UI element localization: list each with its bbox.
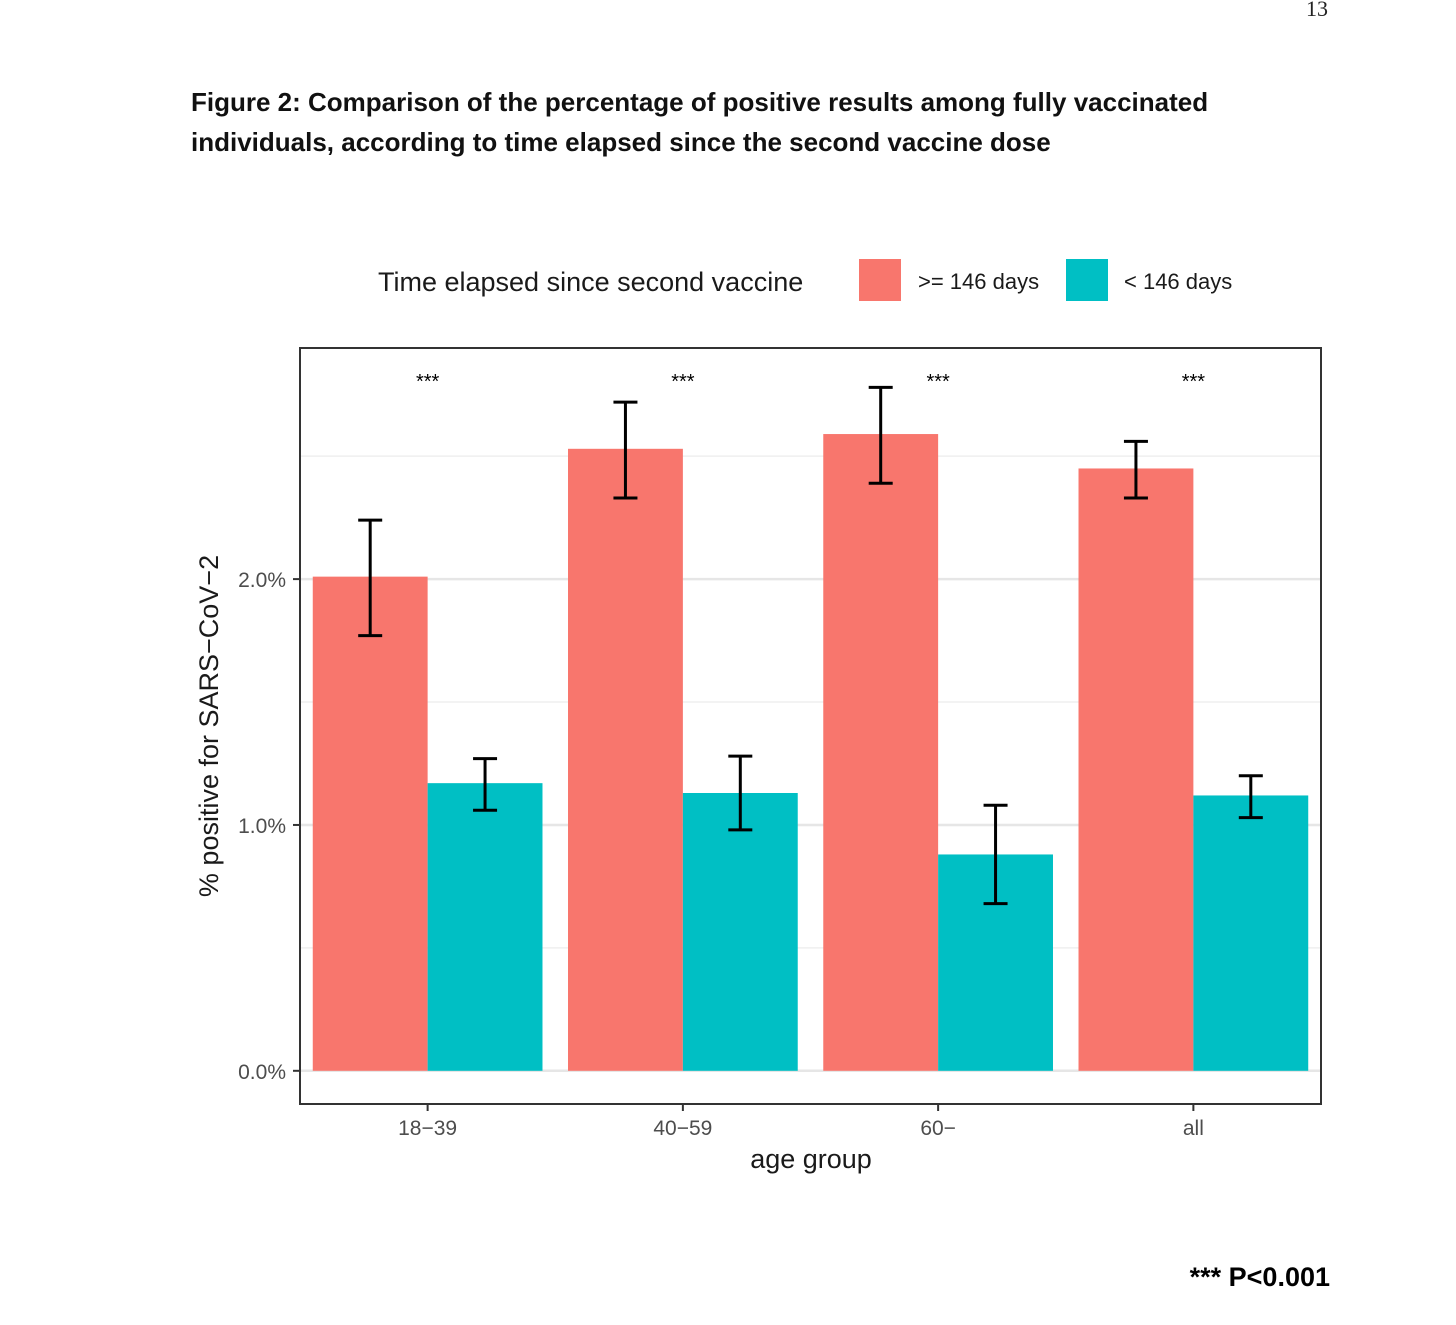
- error-bar: [358, 518, 383, 638]
- page-number: 13: [1306, 0, 1328, 21]
- significance-marker: ***: [926, 371, 950, 393]
- y-axis-title: % positive for SARS−CoV−2: [194, 555, 224, 897]
- bar-ge-146-days-18-39: [312, 576, 428, 1071]
- legend-title: Time elapsed since second vaccine: [378, 267, 803, 297]
- figure-title: Figure 2: Comparison of the percentage o…: [191, 87, 1209, 157]
- x-tick-label: all: [1183, 1117, 1204, 1140]
- significance-marker: ***: [1182, 371, 1206, 393]
- significance-marker: ***: [416, 371, 440, 393]
- bar-lt-146-days-18-39: [427, 783, 543, 1071]
- significance-marker: ***: [671, 371, 695, 393]
- error-bar: [868, 385, 893, 485]
- bar-lt-146-days-all: [1193, 795, 1309, 1071]
- legend: Time elapsed since second vaccine >= 146…: [378, 259, 1232, 301]
- x-tick-label: 40−59: [653, 1117, 712, 1140]
- significance-footnote: *** P<0.001: [1189, 1262, 1330, 1292]
- legend-swatch-lt-146-days: [1066, 259, 1108, 301]
- error-bar: [983, 803, 1008, 906]
- y-tick-label: 1.0%: [238, 815, 286, 838]
- y-tick-label: 0.0%: [238, 1061, 286, 1084]
- error-bars: [358, 385, 1263, 906]
- legend-swatch-ge-146-days: [859, 259, 901, 301]
- y-axis: 0.0% 1.0% 2.0%: [238, 569, 300, 1084]
- error-bar: [1238, 774, 1263, 820]
- x-tick-label: 18−39: [398, 1117, 457, 1140]
- bar-ge-146-days-all: [1078, 468, 1194, 1071]
- error-bar: [613, 400, 638, 500]
- error-bar: [1123, 439, 1148, 500]
- error-bar: [728, 754, 753, 832]
- x-axis-title: age group: [750, 1144, 872, 1174]
- bar-lt-146-days-40-59: [682, 792, 798, 1071]
- y-tick-label: 2.0%: [238, 569, 286, 592]
- legend-label-lt-146-days: < 146 days: [1124, 269, 1232, 294]
- x-axis: 18−39 40−59 60− all: [398, 1104, 1204, 1140]
- error-bar: [473, 757, 498, 812]
- significance-markers: *** *** *** ***: [416, 371, 1205, 393]
- bar-ge-146-days-40-59: [568, 448, 683, 1071]
- legend-label-ge-146-days: >= 146 days: [918, 269, 1039, 294]
- x-tick-label: 60−: [920, 1117, 956, 1140]
- bars: [312, 434, 1309, 1071]
- bar-ge-146-days-60: [823, 434, 939, 1071]
- plot-panel-border: [299, 347, 1322, 1105]
